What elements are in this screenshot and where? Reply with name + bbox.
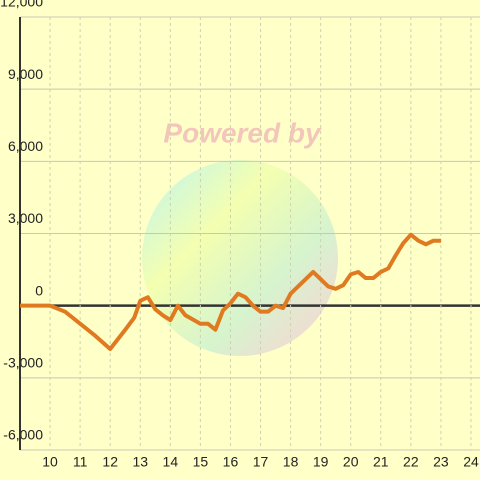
data-line	[20, 232, 441, 351]
x-tick-label: 15	[193, 454, 209, 470]
x-tick-label: 16	[223, 454, 239, 470]
x-tick-label: 17	[253, 454, 269, 470]
y-tick-label: -3,000	[3, 355, 43, 371]
watermark-logo	[142, 160, 338, 356]
y-tick-label: 12,000	[0, 0, 43, 10]
y-tick-label: 0	[35, 282, 43, 298]
x-tick-label: 12	[102, 454, 118, 470]
y-tick-label: 6,000	[8, 138, 43, 154]
watermark-text: Powered by	[163, 117, 322, 148]
y-tick-label: 3,000	[8, 210, 43, 226]
x-tick-label: 11	[73, 454, 88, 470]
x-tick-label: 13	[132, 454, 148, 470]
x-tick-label: 19	[313, 454, 329, 470]
x-tick-label: 20	[343, 454, 359, 470]
x-tick-label: 18	[283, 454, 299, 470]
x-tick-label: 22	[403, 454, 419, 470]
x-tick-label: 10	[42, 454, 58, 470]
y-tick-label: 9,000	[8, 66, 43, 82]
x-tick-label: 24	[463, 454, 479, 470]
x-tick-label: 14	[163, 454, 179, 470]
x-tick-label: 23	[433, 454, 449, 470]
y-tick-label: -6,000	[3, 427, 43, 443]
x-tick-label: 21	[373, 454, 389, 470]
